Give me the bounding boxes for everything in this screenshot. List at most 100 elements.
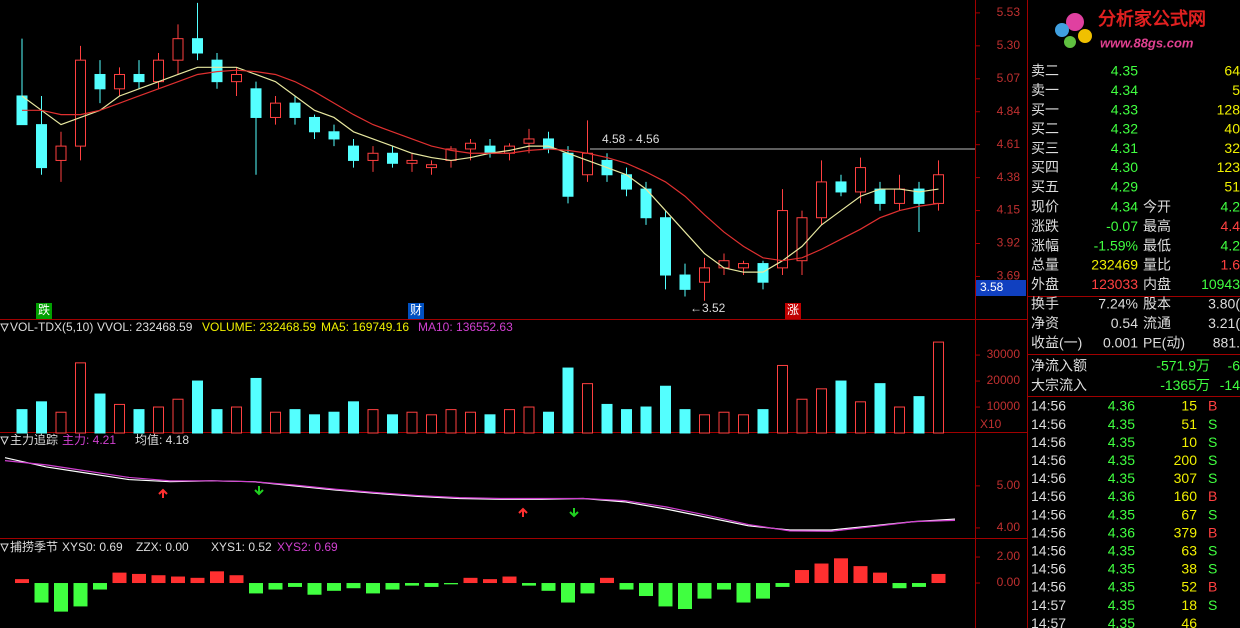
volume-bar bbox=[250, 377, 262, 434]
event-mark: 财 bbox=[410, 303, 422, 317]
stat-cell: -0.07 bbox=[1106, 218, 1138, 234]
volume-bar bbox=[328, 411, 340, 434]
volume-bar bbox=[933, 341, 944, 434]
order-book-cell: 128 bbox=[1217, 101, 1240, 117]
candle-body bbox=[94, 73, 106, 90]
volume-bar bbox=[75, 362, 86, 434]
candle-body bbox=[835, 181, 847, 193]
stat-cell: 收益(一) bbox=[1031, 334, 1082, 350]
volume-bar bbox=[816, 388, 827, 434]
trade-cell: S bbox=[1208, 470, 1217, 486]
volume-bar bbox=[582, 383, 593, 434]
y-tick-label: 10000 bbox=[987, 399, 1021, 413]
flow-cell: -1365万 bbox=[1160, 377, 1210, 393]
y-tick-label: 3.92 bbox=[997, 236, 1021, 250]
panel-value: MA10: 136552.63 bbox=[418, 320, 513, 334]
xys-bar bbox=[385, 583, 400, 590]
volume-bar bbox=[543, 411, 554, 434]
order-book-cell: 4.33 bbox=[1111, 101, 1138, 117]
candle-body bbox=[270, 102, 281, 118]
xys-bar bbox=[678, 583, 692, 610]
volume-bar bbox=[562, 367, 574, 434]
xys-bar bbox=[307, 583, 322, 595]
order-book-cell: 64 bbox=[1224, 63, 1240, 79]
indicator-line bbox=[4, 460, 956, 532]
flow-cell: 大宗流入 bbox=[1031, 377, 1087, 393]
stat-cell: 0.54 bbox=[1111, 315, 1138, 331]
volume-bar bbox=[387, 414, 398, 434]
stat-cell: 换手 bbox=[1031, 296, 1059, 312]
volume-bar bbox=[348, 401, 359, 434]
stat-cell: 现价 bbox=[1031, 199, 1059, 215]
candle-body bbox=[699, 267, 710, 283]
trade-cell: S bbox=[1208, 452, 1217, 468]
candle-body bbox=[387, 152, 398, 164]
triangle-icon bbox=[0, 436, 9, 446]
order-book-cell: 卖一 bbox=[1031, 82, 1059, 98]
trade-cell: 14:56 bbox=[1031, 488, 1066, 504]
y-tick-label: 30000 bbox=[987, 347, 1021, 361]
order-book-cell: 51 bbox=[1224, 179, 1240, 195]
event-box bbox=[36, 303, 52, 319]
event-mark: 跌 bbox=[38, 302, 50, 317]
xys-bar bbox=[171, 576, 185, 584]
candle-body bbox=[114, 73, 125, 90]
volume-bar bbox=[738, 414, 749, 434]
xys-bar bbox=[463, 577, 478, 584]
trade-cell: S bbox=[1208, 597, 1217, 613]
xys-bar bbox=[93, 583, 107, 590]
xys-bar bbox=[814, 563, 829, 584]
flow-cell: -571.9万 bbox=[1156, 358, 1210, 374]
trade-cell: 14:56 bbox=[1031, 470, 1066, 486]
flow-cell: -14 bbox=[1220, 377, 1240, 393]
stat-cell: 0.001 bbox=[1103, 334, 1138, 350]
volume-bar bbox=[114, 403, 125, 434]
panel-value: XYS2: 0.69 bbox=[277, 540, 338, 554]
current-price-box bbox=[976, 280, 1026, 296]
candle-body bbox=[328, 131, 340, 140]
panel-title: 主力追踪 bbox=[10, 432, 58, 447]
xys-bar bbox=[873, 572, 887, 584]
stat-cell: 总量 bbox=[1031, 257, 1059, 273]
trade-cell: 10 bbox=[1181, 434, 1197, 450]
xys-bar bbox=[775, 583, 790, 587]
order-book-cell: 卖二 bbox=[1031, 63, 1059, 79]
trade-cell: 63 bbox=[1181, 543, 1197, 559]
volume-bar bbox=[699, 414, 710, 434]
trade-cell: S bbox=[1208, 434, 1217, 450]
volume-bar bbox=[55, 411, 67, 434]
xys-bar bbox=[912, 583, 926, 587]
stat-cell: 4.34 bbox=[1111, 199, 1138, 215]
xys-bar bbox=[600, 577, 614, 584]
trade-cell: 4.36 bbox=[1108, 488, 1135, 504]
low-label: ←3.52 bbox=[690, 301, 726, 315]
trade-cell: 14:56 bbox=[1031, 416, 1066, 432]
candle-body bbox=[718, 260, 730, 269]
xys-bar bbox=[658, 583, 673, 607]
volume-bar bbox=[835, 380, 847, 434]
flow-cell: -6 bbox=[1228, 358, 1240, 374]
volume-bar bbox=[172, 398, 184, 434]
order-book-cell: 买一 bbox=[1031, 101, 1059, 117]
volume-bar bbox=[16, 409, 28, 434]
panel-value: VVOL: 232468.59 bbox=[97, 320, 193, 334]
trade-cell: 14:56 bbox=[1031, 561, 1066, 577]
xys-bar bbox=[853, 566, 868, 584]
moving-average bbox=[21, 66, 939, 273]
candle-body bbox=[172, 38, 184, 61]
order-book-cell: 4.32 bbox=[1111, 121, 1138, 137]
candle-body bbox=[231, 73, 242, 83]
volume-bar bbox=[621, 409, 632, 434]
volume-bar bbox=[504, 409, 515, 434]
xys-bar bbox=[112, 572, 127, 584]
stat-cell: 3.21( bbox=[1208, 315, 1240, 331]
trade-cell: 15 bbox=[1181, 398, 1197, 414]
trade-cell: 14:56 bbox=[1031, 506, 1066, 522]
panel-value: XYS1: 0.52 bbox=[211, 540, 272, 554]
y-tick-label: 4.38 bbox=[997, 170, 1021, 184]
volume-bar bbox=[523, 406, 535, 434]
stat-cell: 内盘 bbox=[1143, 276, 1171, 292]
xys-bar bbox=[795, 570, 809, 584]
order-book-cell: 40 bbox=[1224, 121, 1240, 137]
order-book-cell: 4.31 bbox=[1111, 140, 1138, 156]
